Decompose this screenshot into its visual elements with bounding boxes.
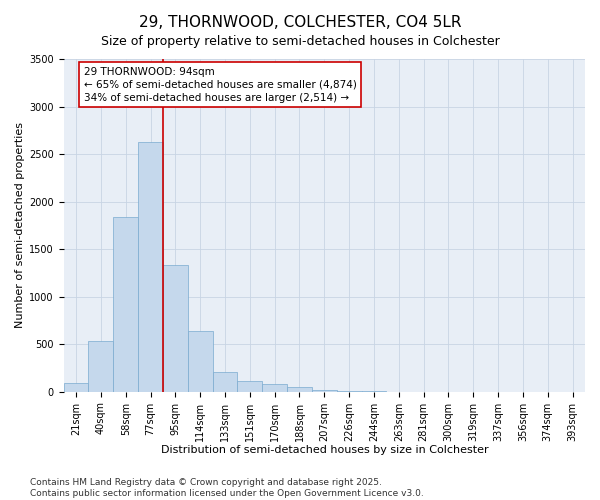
Bar — [163, 266, 188, 392]
Bar — [113, 217, 138, 392]
Bar — [188, 331, 212, 392]
Bar — [138, 142, 163, 392]
Bar — [337, 391, 362, 392]
Bar — [212, 372, 238, 392]
Bar — [88, 342, 113, 392]
Y-axis label: Number of semi-detached properties: Number of semi-detached properties — [15, 122, 25, 328]
Bar — [262, 384, 287, 392]
Text: Contains HM Land Registry data © Crown copyright and database right 2025.
Contai: Contains HM Land Registry data © Crown c… — [30, 478, 424, 498]
Text: 29, THORNWOOD, COLCHESTER, CO4 5LR: 29, THORNWOOD, COLCHESTER, CO4 5LR — [139, 15, 461, 30]
Bar — [238, 381, 262, 392]
Text: 29 THORNWOOD: 94sqm
← 65% of semi-detached houses are smaller (4,874)
34% of sem: 29 THORNWOOD: 94sqm ← 65% of semi-detach… — [83, 66, 356, 103]
Bar — [312, 390, 337, 392]
Text: Size of property relative to semi-detached houses in Colchester: Size of property relative to semi-detach… — [101, 35, 499, 48]
X-axis label: Distribution of semi-detached houses by size in Colchester: Distribution of semi-detached houses by … — [161, 445, 488, 455]
Bar — [64, 383, 88, 392]
Bar — [287, 388, 312, 392]
